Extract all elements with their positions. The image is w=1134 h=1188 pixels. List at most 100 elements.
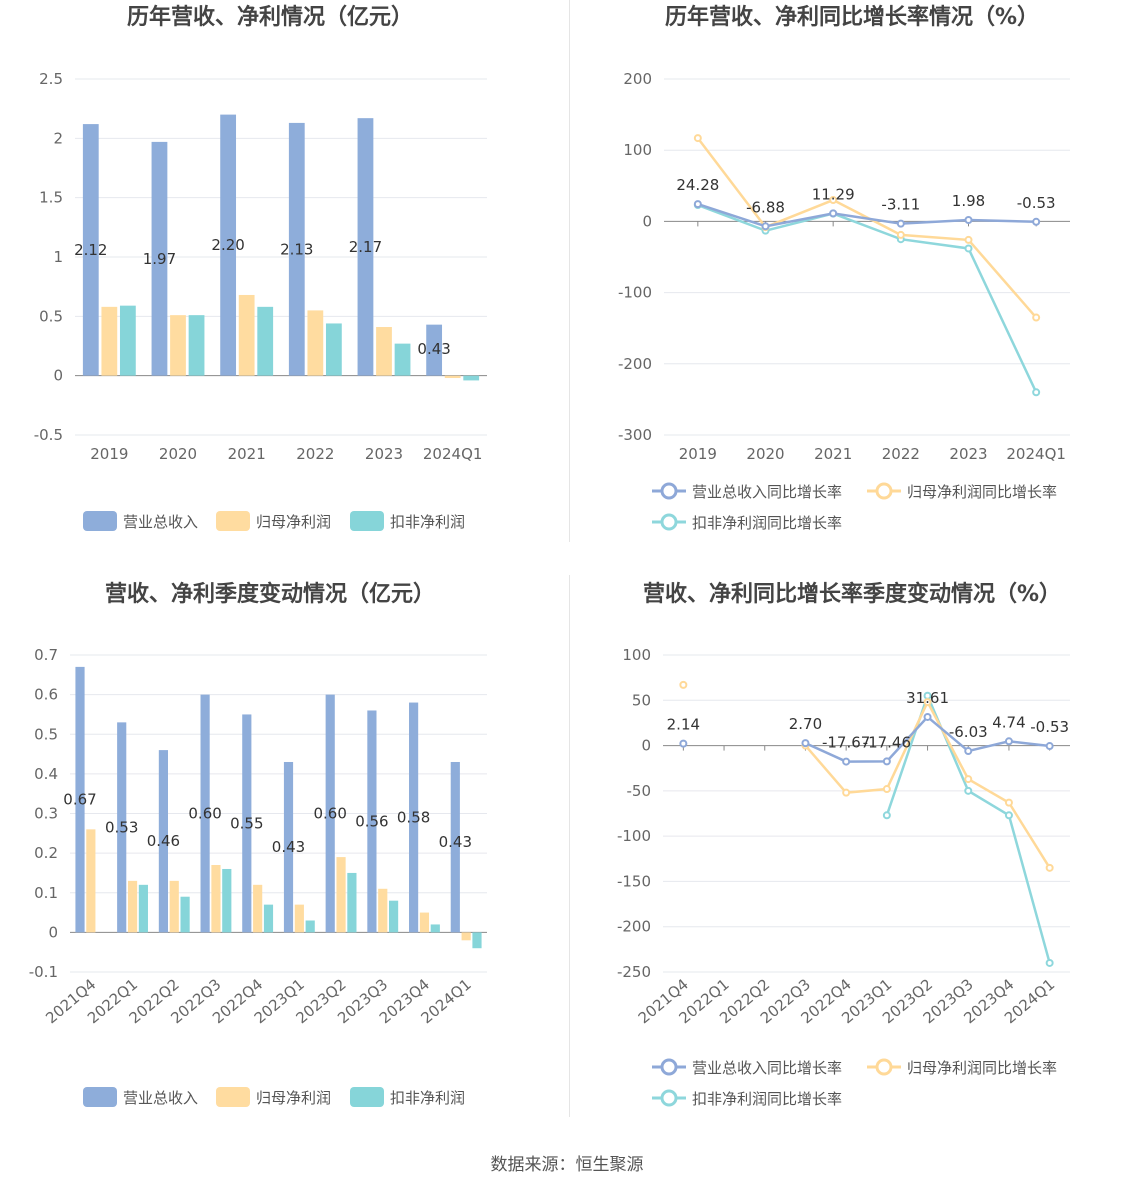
y-tick-label: -200 xyxy=(617,918,651,936)
series-line-revenue xyxy=(697,202,1037,228)
series-point xyxy=(896,219,905,228)
bar-value-label: 0.56 xyxy=(355,812,388,830)
y-tick-label: -300 xyxy=(618,426,652,444)
series-point xyxy=(842,757,851,766)
bar-value-label: 0.60 xyxy=(188,805,221,823)
series-point xyxy=(801,739,810,748)
legend-swatch xyxy=(216,1087,250,1107)
bar-net-profit xyxy=(170,315,186,376)
point-value-label: -3.11 xyxy=(881,196,920,214)
bar-deducted-profit xyxy=(257,306,274,376)
legend-label: 营业总收入 xyxy=(123,513,198,531)
series-point xyxy=(1004,737,1013,746)
point-value-label: 4.74 xyxy=(992,713,1025,731)
y-tick-label: 2.5 xyxy=(39,70,63,88)
series-point xyxy=(882,811,891,820)
legend-swatch xyxy=(83,1087,117,1107)
series-point xyxy=(1004,811,1013,820)
bar-revenue xyxy=(158,750,168,933)
series-line-net-profit xyxy=(696,137,1038,319)
bar-value-label: 0.60 xyxy=(314,805,347,823)
y-tick-label: 0 xyxy=(642,212,652,230)
legend-label: 扣非净利润 xyxy=(390,513,465,531)
series-point xyxy=(679,739,688,748)
quarterly-growth-rate-chart: 营收、净利同比增长率季度变动情况（%） -250 -200 -150 -100 -50 0 5… xyxy=(567,575,1134,1120)
bar-value-label: 2.17 xyxy=(349,238,382,256)
bar-revenue xyxy=(288,122,305,376)
bar-net-profit xyxy=(101,306,118,376)
bar-deducted-profit xyxy=(119,305,136,376)
legend-label: 归母净利润 xyxy=(256,513,331,531)
chart-title: 营收、净利同比增长率季度变动情况（%） xyxy=(643,581,1061,607)
y-tick-label: 0 xyxy=(641,737,651,755)
bar-value-label: 0.46 xyxy=(147,832,180,850)
bar-revenue xyxy=(450,761,460,933)
c4-svg: 营收、净利同比增长率季度变动情况（%） -250 -200 -150 -100 -50 0 5… xyxy=(617,581,1070,1108)
c2-svg: 历年营收、净利同比增长率情况（%） -300 -200 -100 0 100 200 2019… xyxy=(618,4,1070,532)
legend-marker xyxy=(660,1058,678,1076)
point-value-label: 24.28 xyxy=(676,176,719,194)
bar-deducted-profit xyxy=(180,896,190,933)
bar-revenue xyxy=(82,124,99,376)
y-tick-label: 0.2 xyxy=(34,844,58,862)
series-point xyxy=(923,698,932,707)
series-point xyxy=(693,200,702,209)
series-point xyxy=(1032,217,1041,226)
point-value-label: 2.14 xyxy=(667,716,700,734)
bar-deducted-profit xyxy=(188,315,205,376)
bar-value-label: 0.58 xyxy=(397,808,430,826)
legend-label: 归母净利润同比增长率 xyxy=(907,1059,1057,1077)
x-tick-label: 2021 xyxy=(814,445,852,463)
bar-net-profit xyxy=(127,880,138,933)
bar-net-profit xyxy=(169,880,179,933)
x-tick-label: 2021 xyxy=(228,445,266,463)
series-point xyxy=(829,196,838,205)
bar-net-profit xyxy=(307,310,324,376)
legend-marker xyxy=(875,482,893,500)
bar-value-label: 0.43 xyxy=(272,838,305,856)
bar-value-label: 0.43 xyxy=(417,340,450,358)
series-point xyxy=(964,244,973,253)
bar-value-label: 0.53 xyxy=(105,818,138,836)
data-source-note: 数据来源：恒生聚源 xyxy=(490,1155,644,1175)
x-tick-label: 2019 xyxy=(90,445,128,463)
y-tick-label: 1 xyxy=(53,248,63,266)
x-tick-label: 2020 xyxy=(159,445,197,463)
legend-swatch xyxy=(83,511,117,531)
bar-net-profit xyxy=(378,888,388,933)
bar-net-profit xyxy=(376,327,392,376)
bar-value-label: 0.67 xyxy=(63,791,96,809)
bar-revenue xyxy=(283,761,294,933)
y-tick-label: -150 xyxy=(617,872,651,890)
series-point xyxy=(882,757,891,766)
divider-top xyxy=(569,0,570,542)
y-tick-label: 0.5 xyxy=(39,307,63,325)
bar-revenue xyxy=(242,714,252,933)
bar-net-profit xyxy=(461,932,471,941)
series-point xyxy=(1045,742,1054,751)
series-point xyxy=(829,209,838,218)
point-value-label: -6.03 xyxy=(949,723,988,741)
series-point xyxy=(896,230,905,239)
bar-deducted-profit xyxy=(347,872,357,933)
x-tick-label: 2019 xyxy=(679,445,717,463)
bar-net-profit xyxy=(444,375,461,379)
legend-label: 归母净利润 xyxy=(256,1089,331,1107)
y-tick-label: -100 xyxy=(617,827,651,845)
bar-revenue xyxy=(200,694,210,933)
chart-title: 历年营收、净利情况（亿元） xyxy=(127,4,413,30)
y-tick-label: 0.7 xyxy=(34,646,58,664)
series-point xyxy=(1045,863,1054,872)
series-point xyxy=(923,712,932,721)
bar-deducted-profit xyxy=(325,323,342,376)
y-tick-label: -0.5 xyxy=(34,426,63,444)
y-tick-label: 100 xyxy=(622,646,651,664)
series-point xyxy=(882,785,891,794)
bar-revenue xyxy=(325,694,335,933)
divider-bottom xyxy=(569,575,570,1117)
bar-deducted-profit xyxy=(138,884,148,933)
series-point xyxy=(964,775,973,784)
x-tick-label: 2024Q1 xyxy=(423,445,483,463)
y-tick-label: -0.1 xyxy=(29,963,58,981)
bar-value-label: 1.97 xyxy=(143,250,176,268)
